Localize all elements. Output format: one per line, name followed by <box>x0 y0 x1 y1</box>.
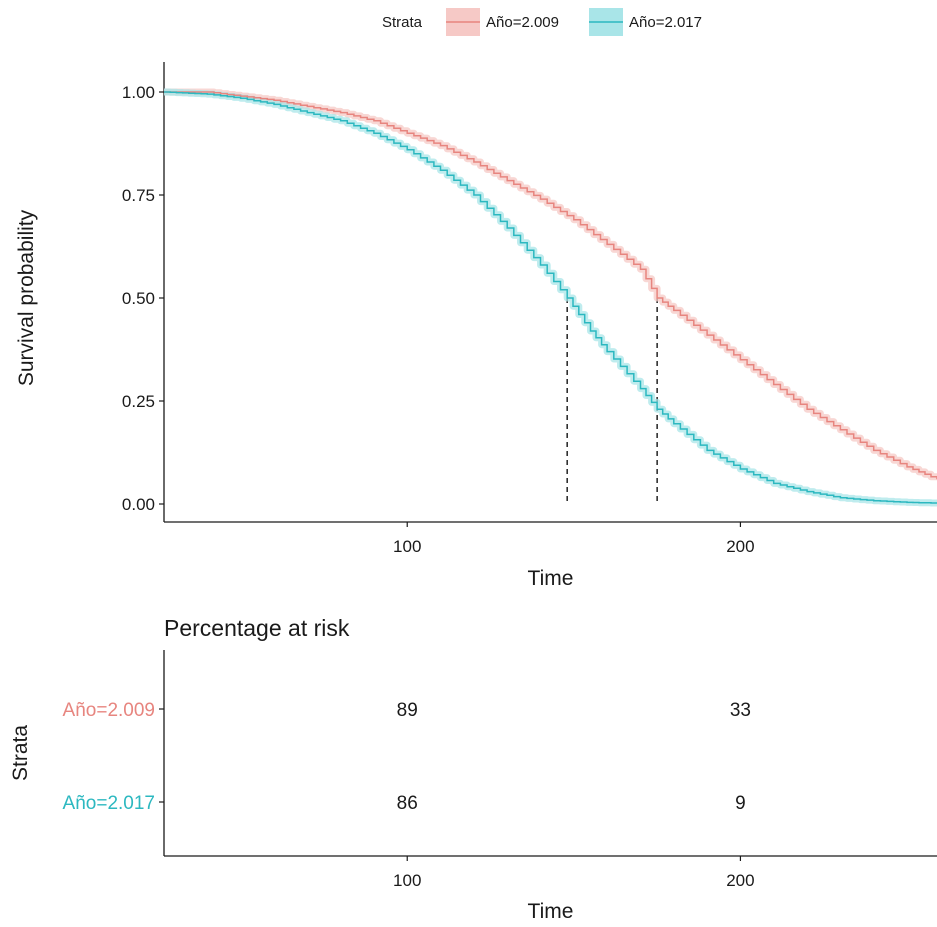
series-line-1 <box>164 91 937 480</box>
risk-x-tick-label-1: 200 <box>726 871 754 890</box>
y-tick-label-2: 0.50 <box>122 289 155 308</box>
legend-label-2: Año=2.017 <box>629 14 702 31</box>
x-tick-label-1: 200 <box>726 537 754 556</box>
y-tick-label-4: 1.00 <box>122 83 155 102</box>
risk-x-tick-label-0: 100 <box>393 871 421 890</box>
risk-cell-1-2: 33 <box>730 700 751 721</box>
series-line-2 <box>164 91 937 504</box>
risk-cell-2-1: 86 <box>397 793 418 814</box>
y-axis-title: Survival probability <box>15 209 38 386</box>
y-tick-label-3: 0.75 <box>122 186 155 205</box>
risk-cell-1-1: 89 <box>397 700 418 721</box>
risk-table-title: Percentage at risk <box>164 615 350 641</box>
risk-y-axis-title: Strata <box>9 725 32 781</box>
series-band-2 <box>164 88 937 507</box>
x-axis-title: Time <box>528 567 574 590</box>
legend-label-1: Año=2.009 <box>486 14 559 31</box>
y-tick-label-1: 0.25 <box>122 392 155 411</box>
risk-row-label-1: Año=2.009 <box>63 700 155 721</box>
x-tick-label-0: 100 <box>393 537 421 556</box>
y-tick-label-0: 0.00 <box>122 495 155 514</box>
risk-cell-2-2: 9 <box>735 793 746 814</box>
series-band-1 <box>164 88 937 481</box>
risk-x-axis-title: Time <box>528 900 574 923</box>
risk-row-label-2: Año=2.017 <box>63 793 155 814</box>
legend-title: Strata <box>382 14 423 31</box>
